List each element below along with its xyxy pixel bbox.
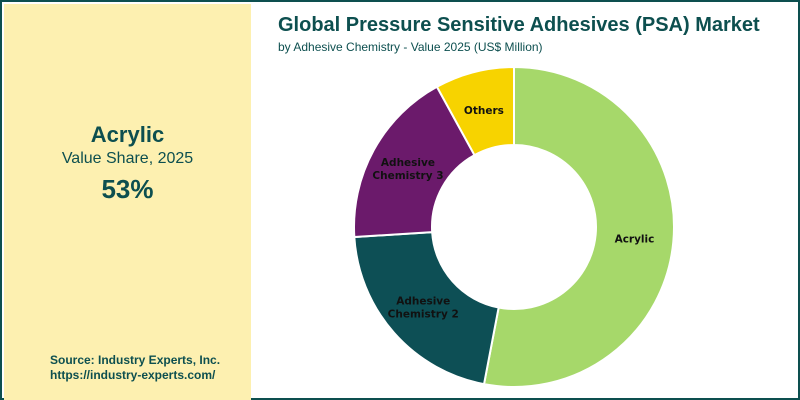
highlight-panel: Acrylic Value Share, 2025 53% Source: In… — [4, 4, 251, 400]
donut-chart: Acrylic Adhesive Chemistry 2 Adhesive Chemis… — [353, 65, 675, 388]
slice-label-acrylic: Acrylic — [615, 233, 655, 245]
slice-acrylic — [482, 65, 675, 388]
source-credit: Source: Industry Experts, Inc. — [50, 353, 221, 367]
source-url[interactable]: https://industry-experts.com/ — [50, 368, 216, 382]
slice-label-others: Others — [464, 105, 504, 117]
slice-label-adhesive-chemistry-2: Adhesive Chemistry 2 — [388, 296, 459, 321]
highlight-subtitle: Value Share, 2025 — [61, 150, 194, 167]
slice-label-adhesive-chemistry-3: Adhesive Chemistry 3 — [372, 157, 443, 182]
slice-adhesive-chemistry-3 — [353, 85, 476, 239]
slice-adhesive-chemistry-2 — [353, 231, 500, 386]
slice-others — [435, 65, 515, 157]
highlight-share-value: 53% — [101, 174, 154, 204]
chart-title: Global Pressure Sensitive Adhesives (PSA… — [278, 14, 760, 36]
highlight-segment-name: Acrylic — [90, 122, 165, 147]
chart-subtitle: by Adhesive Chemistry - Value 2025 (US$ … — [278, 40, 543, 54]
